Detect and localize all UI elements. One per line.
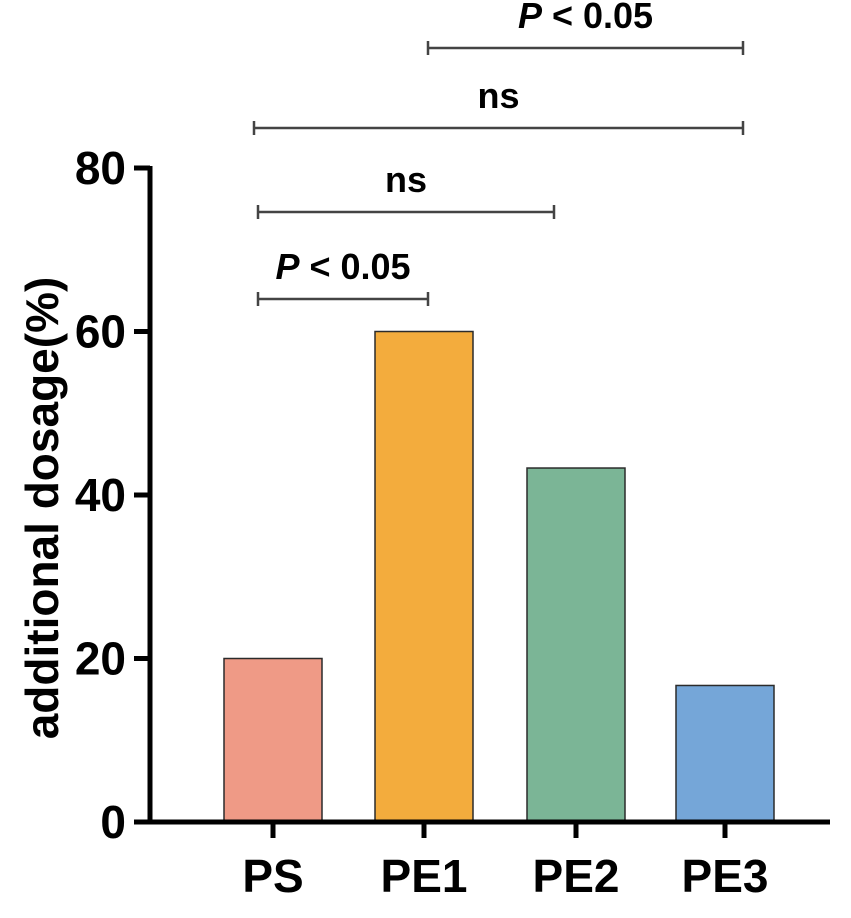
significance-bracket: P < 0.05 [426,0,745,55]
bar-ps [223,657,323,823]
bar-pe3 [675,684,775,823]
x-ticks-group: PS PE1 PE2 PE3 [242,822,768,902]
x-tick-label-pe3: PE3 [682,850,769,902]
significance-label: ns [477,75,519,116]
y-tick-label: 40 [75,469,126,521]
bar-pe2 [526,467,626,823]
significance-label: ns [385,159,427,200]
y-tick-label: 20 [75,633,126,685]
bars-group [223,330,775,823]
y-tick-label: 0 [100,796,126,848]
significance-brackets: P < 0.05 ns ns P < 0.05 [252,0,745,306]
y-ticks-group: 0 20 40 60 80 [75,142,150,848]
significance-bracket: ns [252,75,745,135]
x-tick-label-pe1: PE1 [381,850,468,902]
y-axis-title: additional dosage(%) [16,277,68,740]
y-tick-label: 80 [75,142,126,194]
x-tick-label-ps: PS [242,850,303,902]
significance-label: P < 0.05 [518,0,653,36]
x-tick-label-pe2: PE2 [533,850,620,902]
y-tick-label: 60 [75,306,126,358]
bar-pe1 [374,330,474,823]
significance-label: P < 0.05 [275,246,410,287]
significance-bracket: ns [256,159,556,219]
significance-bracket: P < 0.05 [256,246,430,306]
